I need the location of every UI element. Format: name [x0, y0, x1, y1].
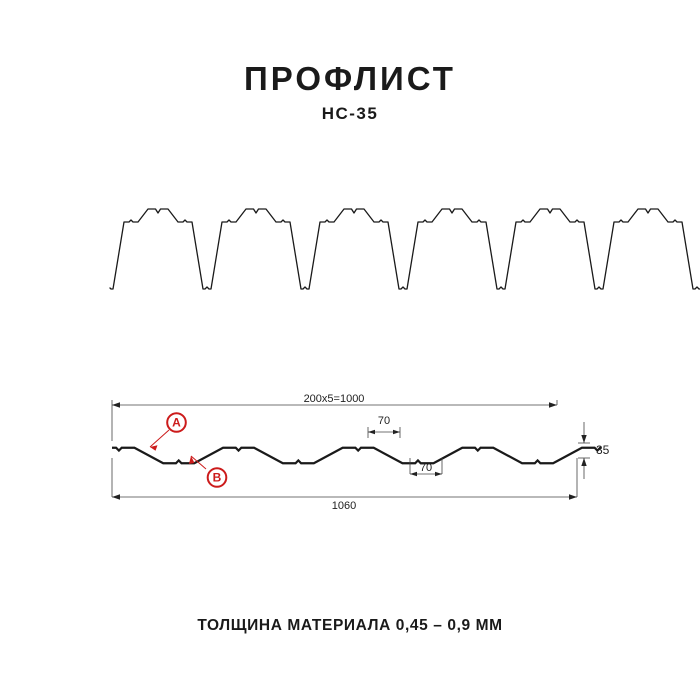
svg-text:B: B [213, 471, 222, 485]
svg-text:70: 70 [378, 415, 390, 427]
svg-text:1060: 1060 [332, 500, 356, 512]
svg-text:200х5=1000: 200х5=1000 [304, 393, 365, 405]
svg-text:A: A [172, 416, 181, 430]
svg-text:70: 70 [420, 462, 432, 474]
svg-text:35: 35 [596, 443, 610, 457]
